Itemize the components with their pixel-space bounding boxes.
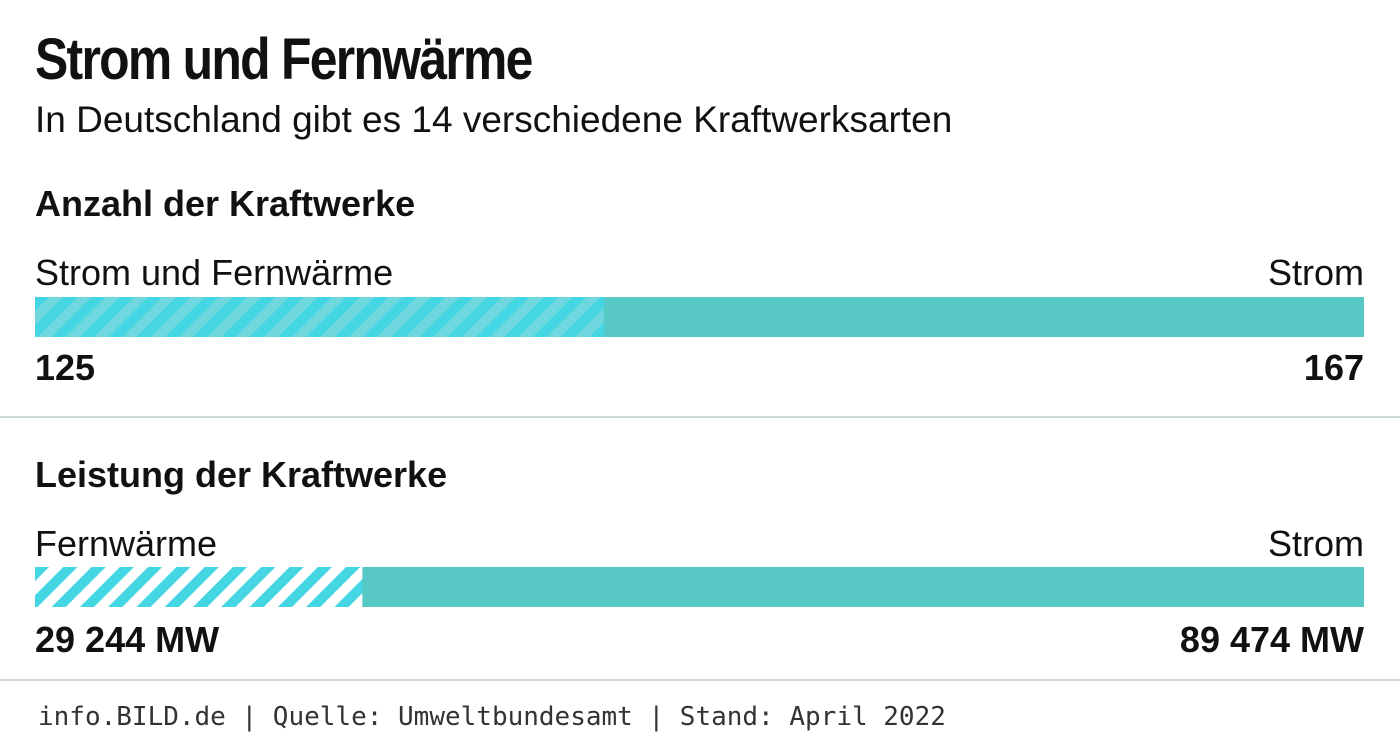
section-title-anzahl: Anzahl der Kraftwerke [35,183,416,224]
stacked-bar-leistung [35,567,1364,607]
value-label-left: 125 [35,347,96,388]
section-title-leistung: Leistung der Kraftwerke [35,454,448,495]
bar-segment-strom [603,297,1364,337]
series-label-right: Strom [1267,252,1364,293]
value-label-right: 89 474 MW [1179,619,1364,660]
series-label-left: Fernwärme [35,523,218,564]
value-label-left: 29 244 MW [35,619,220,660]
footer-divider [0,679,1400,681]
source-footer: info.BILD.de | Quelle: Umweltbundesamt |… [38,702,946,732]
bar-segment-strom [362,567,1364,607]
bar-segment-strom-und-fernwärme [35,297,605,337]
series-label-left: Strom und Fernwärme [35,252,394,293]
stacked-bar-anzahl [35,297,1364,337]
value-label-right: 167 [1303,347,1364,388]
bar-segment-fernwärme [35,567,363,607]
section-divider [0,416,1400,418]
chart-title: Strom und Fernwärme [35,27,533,92]
series-label-right: Strom [1267,523,1364,564]
chart-subtitle: In Deutschland gibt es 14 verschiedene K… [35,99,953,140]
